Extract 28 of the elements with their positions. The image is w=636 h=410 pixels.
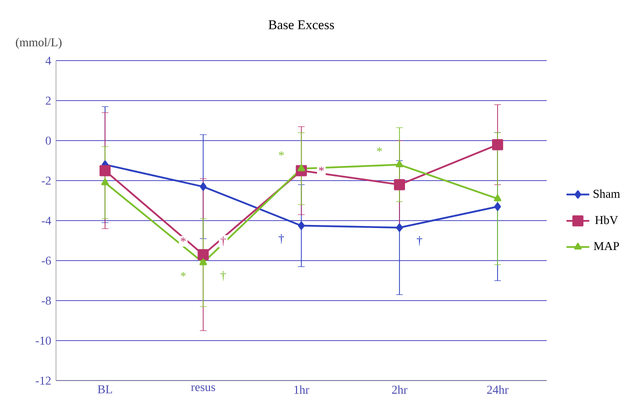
legend-label: MAP [594, 242, 619, 250]
y-tick-label: -10 [36, 336, 51, 345]
y-tick-label: 2 [46, 96, 51, 105]
y-tick-label: -2 [42, 176, 51, 185]
annotation: * [180, 272, 186, 276]
legend-label: HbV [595, 216, 618, 224]
y-tick-label: -4 [42, 216, 52, 225]
annotation: * [318, 166, 324, 172]
y-tick-label: -12 [36, 376, 51, 385]
y-tick-label: -6 [42, 256, 51, 265]
x-tick-label: BL [98, 385, 112, 394]
x-tick-label: resus [191, 385, 216, 392]
annotation: † [220, 236, 226, 246]
annotation: † [416, 236, 422, 246]
y-axis-title: (mmol/L) [16, 38, 62, 49]
annotation: * [180, 237, 186, 242]
y-tick-label: 4 [46, 56, 52, 65]
legend-label: Sham [594, 189, 620, 198]
annotation: * [377, 147, 382, 152]
x-tick-label: 2hr [392, 385, 408, 394]
x-tick-label: 1hr [294, 385, 310, 394]
annotation: * [278, 151, 284, 156]
x-tick-label: 24hr [487, 385, 508, 394]
annotation: † [278, 234, 284, 244]
y-tick-label: 0 [46, 136, 51, 145]
annotation: † [220, 271, 226, 281]
chart-title: Base Excess [268, 20, 334, 30]
y-tick-label: -8 [42, 296, 51, 305]
